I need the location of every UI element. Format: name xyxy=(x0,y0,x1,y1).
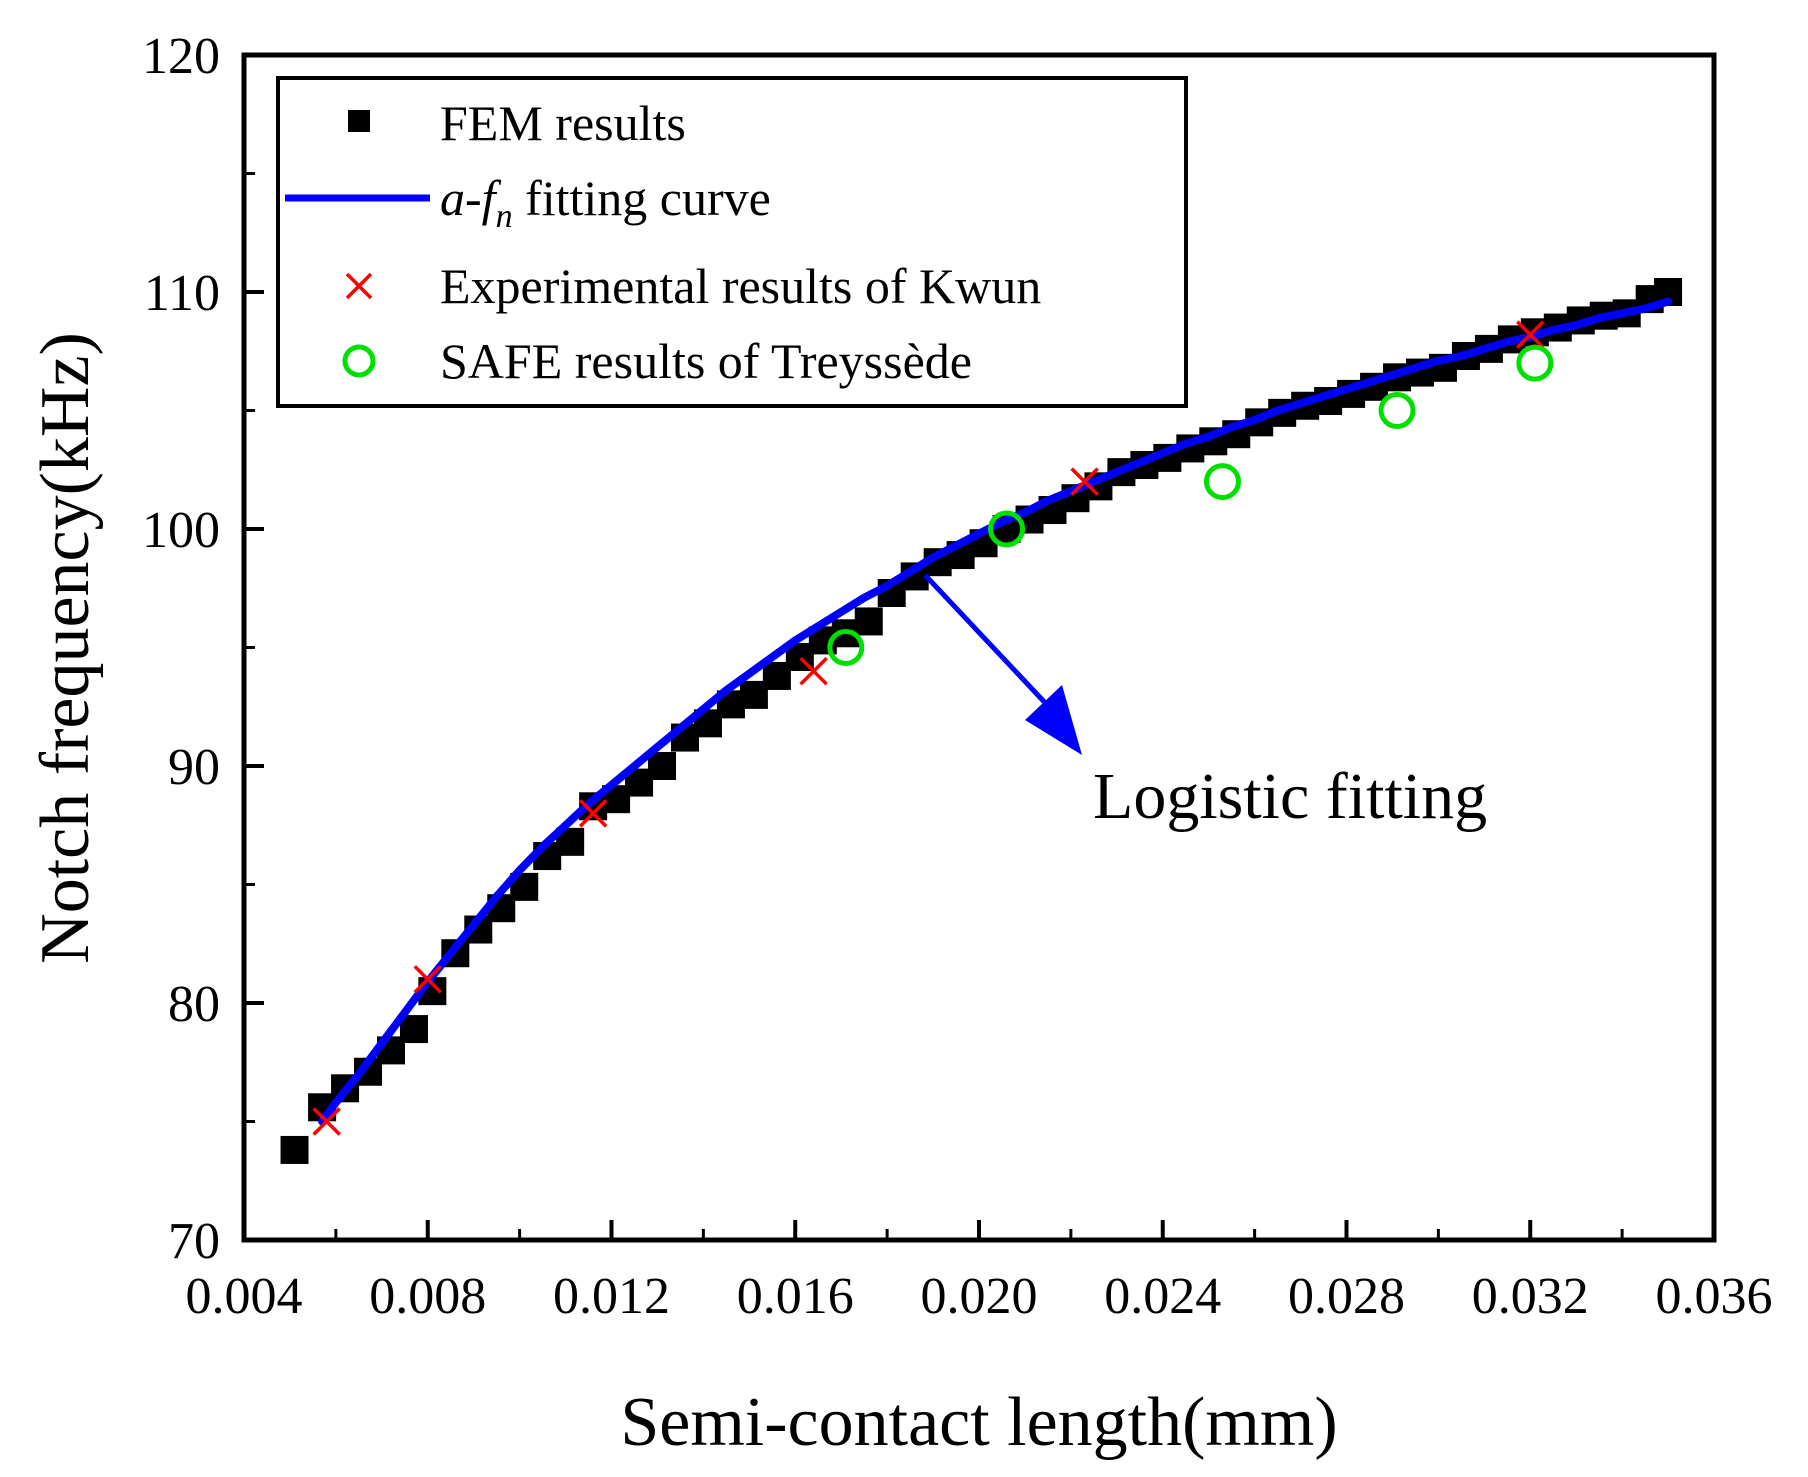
kwun-markers-layer xyxy=(312,320,1545,1136)
kwun-point xyxy=(578,799,608,828)
fem-point xyxy=(854,607,883,636)
legend-kwun-swatch xyxy=(345,272,373,300)
x-tick-label: 0.016 xyxy=(737,1268,854,1325)
kwun-point xyxy=(799,656,828,686)
x-tick-label: 0.004 xyxy=(186,1268,303,1325)
safe-point xyxy=(827,629,865,666)
legend: FEM results a-fn fitting curve Experimen… xyxy=(276,76,1188,408)
kwun-point xyxy=(1516,320,1545,349)
fem-point xyxy=(399,1015,428,1044)
annotation-label: Logistic fitting xyxy=(1093,760,1487,833)
x-tick-label: 0.012 xyxy=(553,1268,670,1325)
x-tick-label: 0.036 xyxy=(1656,1268,1773,1325)
y-tick-label: 90 xyxy=(168,739,220,796)
legend-safe-swatch xyxy=(342,344,376,378)
legend-fem-label: FEM results xyxy=(440,95,686,151)
y-tick-label: 70 xyxy=(168,1213,220,1270)
legend-box xyxy=(276,76,1188,408)
x-axis-label: Semi-contact length(mm) xyxy=(620,1384,1337,1461)
legend-kwun-label: Experimental results of Kwun xyxy=(440,258,1041,314)
legend-fit-label: a-fn fitting curve xyxy=(440,170,771,235)
kwun-point xyxy=(413,965,442,994)
safe-markers-layer xyxy=(827,344,1554,666)
safe-point xyxy=(1203,463,1241,501)
x-tick-label: 0.008 xyxy=(369,1268,486,1325)
x-tick-label: 0.024 xyxy=(1104,1268,1221,1325)
y-axis-label: Notch frequency(kHz) xyxy=(27,332,104,964)
x-tick-label: 0.028 xyxy=(1288,1268,1405,1325)
y-tick-label: 80 xyxy=(168,976,220,1033)
legend-fem-swatch xyxy=(348,110,370,132)
safe-point xyxy=(1378,392,1416,429)
x-tick-label: 0.032 xyxy=(1472,1268,1589,1325)
axis-ticks: 0.004 0.008 0.012 0.016 0.020 0.024 0.028 0.032… xyxy=(142,28,1773,1325)
safe-point xyxy=(988,510,1026,548)
x-tick-label: 0.020 xyxy=(921,1268,1038,1325)
kwun-point xyxy=(312,1107,341,1136)
kwun-point xyxy=(1070,467,1099,496)
fem-point xyxy=(280,1135,309,1164)
y-tick-label: 110 xyxy=(144,265,220,322)
legend-safe-label: SAFE results of Treyssède xyxy=(440,333,972,389)
y-tick-label: 100 xyxy=(142,502,220,559)
y-tick-label: 120 xyxy=(142,28,220,85)
fem-point xyxy=(648,752,677,780)
safe-point xyxy=(1516,344,1554,382)
annotation-arrow xyxy=(923,573,1082,755)
arrow-head-icon xyxy=(1025,685,1082,755)
